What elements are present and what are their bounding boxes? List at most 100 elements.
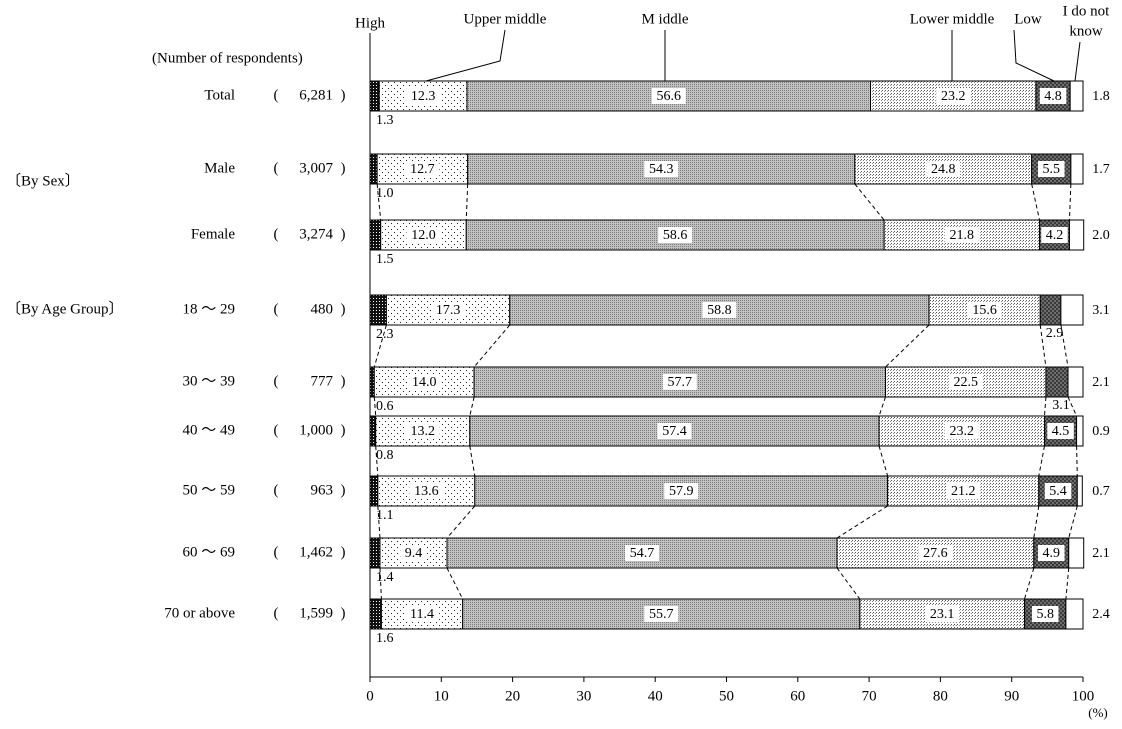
connector-line <box>836 567 861 600</box>
connector-line <box>446 505 476 539</box>
data-label-bg <box>1038 161 1065 177</box>
data-label: 4.9 <box>1043 546 1061 561</box>
x-tick-label: 100 <box>1072 688 1095 704</box>
row-paren-open: ( <box>274 373 279 389</box>
data-label: 13.2 <box>411 424 436 439</box>
bar-segment-high <box>369 219 382 251</box>
connector-line <box>878 445 889 477</box>
connector-line <box>885 324 930 368</box>
data-label-high: 1.1 <box>376 508 394 523</box>
row-category-label: Female <box>191 226 235 242</box>
row-category-label: 70 or above <box>164 605 235 621</box>
data-label-bg <box>967 302 1002 318</box>
respondents-header: (Number of respondents) <box>152 50 303 66</box>
data-label-bg <box>431 302 466 318</box>
data-label: 13.6 <box>414 484 439 499</box>
row-category-label: 60 ～ 69 <box>182 544 235 560</box>
bar-segment-high <box>369 153 378 185</box>
connector-line <box>376 183 382 221</box>
data-label-bg <box>625 545 660 561</box>
data-label-high: 1.5 <box>376 252 394 267</box>
data-label-bg <box>405 423 440 439</box>
data-label-bg <box>1041 227 1068 243</box>
group-label: 〔By Sex〕 <box>6 172 80 189</box>
data-label-bg <box>406 88 441 104</box>
data-label-bg <box>1038 545 1065 561</box>
data-label-bg <box>400 545 427 561</box>
x-tick-label: 60 <box>790 688 805 704</box>
data-label: 9.4 <box>405 546 423 561</box>
data-label-dont-know: 1.8 <box>1092 89 1110 104</box>
x-tick-label: 80 <box>933 688 948 704</box>
connector-line <box>446 567 464 600</box>
data-label-bg <box>651 88 686 104</box>
bar-segment-i-do-not-know <box>1068 219 1085 251</box>
data-label: 4.5 <box>1052 424 1070 439</box>
row-respondents-count: 1,599 <box>299 605 333 621</box>
row-category-label: Total <box>204 87 235 103</box>
row-respondents-count: 1,462 <box>299 544 333 560</box>
bar-segment-i-do-not-know <box>1076 475 1083 507</box>
row-paren-open: ( <box>274 605 279 621</box>
data-label-bg <box>664 483 699 499</box>
x-tick-label: 40 <box>648 688 663 704</box>
row-category-label: 40 ～ 49 <box>182 422 235 438</box>
data-label-bg <box>405 606 440 622</box>
connector-line <box>1031 183 1040 221</box>
row-paren-close: ) <box>341 87 346 103</box>
data-label: 54.3 <box>649 162 674 177</box>
data-label-high: 2.3 <box>376 327 394 342</box>
legend-label: know <box>1069 23 1103 39</box>
x-tick-label: 50 <box>719 688 734 704</box>
legend-label: M iddle <box>641 11 688 27</box>
bar-segment-i-do-not-know <box>1069 80 1084 112</box>
data-label: 54.7 <box>630 546 655 561</box>
legend-label: High <box>355 15 386 31</box>
row-category-label: 30 ～ 39 <box>182 373 235 389</box>
data-label-bg <box>1031 606 1059 622</box>
data-label: 5.8 <box>1036 607 1054 622</box>
data-label-bg <box>944 227 979 243</box>
data-label: 2.9 <box>1046 326 1064 341</box>
data-label-bg <box>658 227 693 243</box>
data-label: 56.6 <box>656 89 681 104</box>
connector-line <box>878 396 886 417</box>
data-label: 24.8 <box>931 162 956 177</box>
data-label-dont-know: 0.7 <box>1092 484 1110 499</box>
row-respondents-count: 3,007 <box>299 160 333 176</box>
data-label-bg <box>662 374 697 390</box>
connector-line <box>465 183 469 221</box>
data-label: 17.3 <box>436 303 461 318</box>
x-tick-label: 20 <box>505 688 520 704</box>
data-label: 21.8 <box>950 228 975 243</box>
data-label: 21.2 <box>951 484 976 499</box>
bar-segment-upper-middle <box>380 219 467 251</box>
data-label-high: 1.6 <box>376 631 394 646</box>
bar-segment-i-do-not-know <box>1060 294 1084 326</box>
connector-line <box>473 324 511 368</box>
data-label-bg <box>1039 88 1067 104</box>
data-label: 14.0 <box>412 375 437 390</box>
data-label: 55.7 <box>649 607 674 622</box>
data-label-bg <box>918 545 953 561</box>
data-label: 11.4 <box>410 607 434 622</box>
bar-segment-high <box>369 294 387 326</box>
legend-label: Upper middle <box>464 11 547 27</box>
data-label: 4.8 <box>1044 89 1062 104</box>
data-label-dont-know: 2.0 <box>1092 228 1110 243</box>
connector-line <box>373 396 377 417</box>
data-label: 12.0 <box>411 228 436 243</box>
row-paren-close: ) <box>341 422 346 438</box>
data-label-high: 1.3 <box>376 113 394 128</box>
row-paren-close: ) <box>341 226 346 242</box>
data-label-dont-know: 2.1 <box>1092 375 1110 390</box>
connector-line <box>1039 324 1047 368</box>
data-label-bg <box>1047 423 1074 439</box>
data-label: 12.7 <box>410 162 435 177</box>
connector-line <box>1076 445 1078 477</box>
data-label-bg <box>946 483 981 499</box>
data-label-high: 1.0 <box>376 186 394 201</box>
bar-segment-high <box>369 537 381 569</box>
